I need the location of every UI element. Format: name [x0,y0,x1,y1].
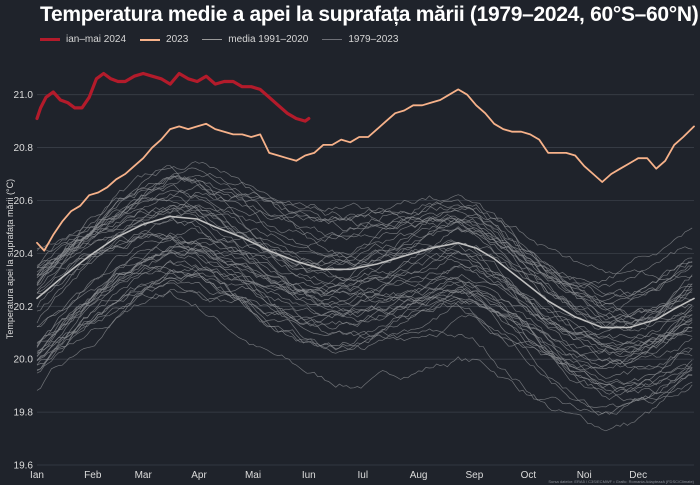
y-axis-title: Temperatura apei la suprafața mării (°C) [5,179,15,339]
background-years-series [36,161,693,432]
highlight-series [35,71,695,329]
legend-label-2023: 2023 [166,34,189,45]
chart-title: Temperatura medie a apei la suprafața mă… [40,3,699,26]
year-line [36,247,693,416]
year-line [36,252,693,370]
year-line [36,190,693,313]
legend-label-years: 1979–2023 [348,34,399,45]
year-line [36,161,693,286]
y-tick-label: 20.8 [14,143,34,154]
year-line [36,237,693,395]
x-tick-label: Aug [410,470,428,481]
x-tick-label: Sep [466,470,484,481]
legend-swatch-years [322,39,343,40]
x-tick-label: Apr [191,470,207,481]
x-tick-labels: Ian Feb Mar Apr Mai Iun Iul Aug Sep Oct Noi Dec [30,470,647,481]
chart-legend: ian–mai 2024 2023 media 1991–2020 1979–2… [40,34,398,45]
legend-label-mean: media 1991–2020 [228,34,309,45]
legend-item-2024: ian–mai 2024 [40,34,126,45]
x-tick-label: Mar [135,470,153,481]
x-tick-label: Ian [30,470,44,481]
y-tick-label: 21.0 [14,90,34,101]
source-note: Sursa datelor: ERA5 / C3S/ECMWF • Grafic… [548,479,694,484]
year-line [36,204,693,346]
x-tick-label: Iul [358,470,369,481]
year-line [36,165,693,329]
x-tick-label: Mai [245,470,261,481]
legend-swatch-mean [202,39,223,40]
series-2024 [35,71,311,123]
series-2023 [36,88,695,252]
legend-item-years: 1979–2023 [322,34,398,45]
x-tick-label: Oct [521,470,537,481]
year-line [36,184,693,317]
series-mean-1991-2020 [36,215,695,329]
year-line [36,260,693,394]
legend-item-2023: 2023 [140,34,188,45]
legend-label-2024: ian–mai 2024 [66,34,127,45]
year-line [36,196,693,350]
year-line [36,261,693,379]
legend-swatch-2024 [40,38,60,41]
year-line [36,290,693,415]
year-line [36,203,693,304]
year-line [36,176,693,298]
y-tick-label: 19.6 [14,461,34,472]
year-line [36,272,693,432]
year-line [36,266,693,365]
y-tick-labels: 19.6 19.8 20.0 20.2 20.4 20.6 20.8 21.0 [14,90,34,471]
year-line [36,243,693,357]
x-tick-label: Iun [302,470,316,481]
y-tick-label: 19.8 [14,408,34,419]
grid-lines [37,94,694,466]
x-tick-label: Feb [84,470,102,481]
legend-item-mean: media 1991–2020 [202,34,308,45]
year-line [36,184,693,320]
year-line [36,258,693,366]
year-line [36,192,693,289]
year-line [36,266,693,402]
y-tick-label: 20.4 [14,249,34,260]
y-tick-label: 20.0 [14,355,34,366]
year-line [36,232,693,336]
year-line [36,176,693,304]
y-tick-label: 20.2 [14,302,34,313]
year-line [36,172,693,325]
year-line [36,167,693,288]
x-tick-label: Noi [577,470,592,481]
year-line [36,199,693,328]
year-line [36,175,693,297]
year-line [36,206,693,346]
year-line [36,243,693,328]
legend-swatch-2023 [140,38,161,41]
x-tick-label: Dec [629,470,647,481]
year-line [36,204,693,328]
year-line [36,251,693,385]
y-tick-label: 20.6 [14,196,34,207]
